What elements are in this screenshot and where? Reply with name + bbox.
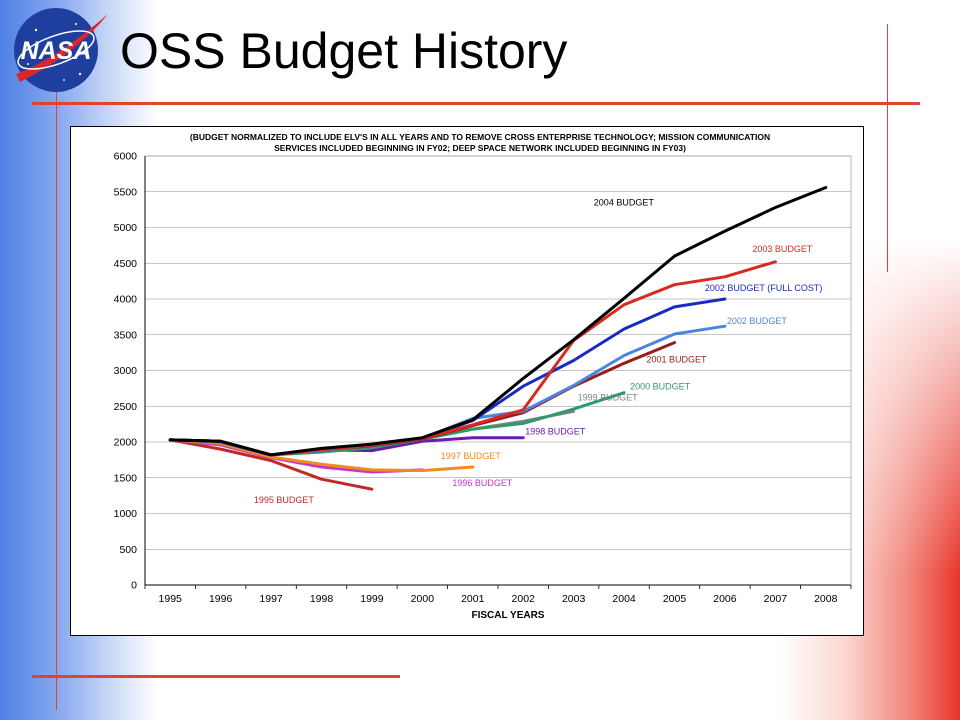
right-vertical-rule xyxy=(887,24,888,272)
nasa-logo: NASA xyxy=(14,8,108,92)
y-tick-label-3000: 3000 xyxy=(114,365,138,377)
x-tick-label-2004: 2004 xyxy=(612,593,636,605)
chart-frame: 0 500 1000 1500 2000 2500 3000 3500 4000 4500 5000… xyxy=(70,126,864,636)
y-tick-label-2000: 2000 xyxy=(114,437,138,449)
x-tick-label-1999: 1999 xyxy=(360,593,384,605)
series-label-2001-budget: 2001 BUDGET xyxy=(647,355,708,365)
y-tick-label-5500: 5500 xyxy=(114,186,138,198)
x-tick-label-1997: 1997 xyxy=(259,593,283,605)
y-tick-label-4000: 4000 xyxy=(114,294,138,306)
y-tick-label-6000: 6000 xyxy=(114,151,138,163)
x-tick-label-1995: 1995 xyxy=(159,593,183,605)
x-axis-label: FISCAL YEARS xyxy=(472,610,545,621)
y-tick-label-2500: 2500 xyxy=(114,401,138,413)
x-tick-label-2008: 2008 xyxy=(814,593,838,605)
series-label-1995-budget: 1995 BUDGET xyxy=(254,495,315,505)
series-label-2000-budget: 2000 BUDGET xyxy=(630,382,691,392)
series-label-1999-budget: 1999 BUDGET xyxy=(578,392,639,402)
y-tick-label-5000: 5000 xyxy=(114,222,138,234)
y-tick-label-1500: 1500 xyxy=(114,472,138,484)
x-tick-label-2005: 2005 xyxy=(663,593,687,605)
series-label-2002-budget: 2002 BUDGET xyxy=(727,316,788,326)
y-tick-label-4500: 4500 xyxy=(114,258,138,270)
series-label-2002-budget-full-cost: 2002 BUDGET (FULL COST) xyxy=(705,283,823,293)
x-tick-label-2003: 2003 xyxy=(562,593,586,605)
y-tick-label-1000: 1000 xyxy=(114,508,138,520)
budget-line-chart: 0 500 1000 1500 2000 2500 3000 3500 4000 4500 5000… xyxy=(114,151,852,621)
bottom-horizontal-rule xyxy=(32,675,400,678)
logo-text: NASA xyxy=(21,37,92,65)
x-tick-label-2002: 2002 xyxy=(512,593,536,605)
chart-note: (BUDGET NORMALIZED TO INCLUDE ELV'S IN A… xyxy=(189,132,771,153)
x-tick-label-1998: 1998 xyxy=(310,593,334,605)
logo-swoosh xyxy=(16,14,108,82)
left-vertical-rule xyxy=(56,20,57,710)
slide-title: OSS Budget History xyxy=(120,23,568,79)
x-tick-label-2000: 2000 xyxy=(411,593,435,605)
x-tick-label-2006: 2006 xyxy=(713,593,737,605)
y-tick-label-0: 0 xyxy=(131,580,137,592)
series-line-2004-budget xyxy=(168,186,828,457)
series-label-2004-budget: 2004 BUDGET xyxy=(594,198,655,208)
x-tick-label-1996: 1996 xyxy=(209,593,233,605)
y-tick-label-3500: 3500 xyxy=(114,329,138,341)
top-horizontal-rule xyxy=(32,102,920,105)
series-label-2003-budget: 2003 BUDGET xyxy=(752,244,813,254)
series-label-1996-budget: 1996 BUDGET xyxy=(452,478,513,488)
series-label-1998-budget: 1998 BUDGET xyxy=(525,427,586,437)
y-tick-label-500: 500 xyxy=(119,544,137,556)
x-tick-label-2007: 2007 xyxy=(764,593,788,605)
x-tick-label-2001: 2001 xyxy=(461,593,485,605)
series-label-1997-budget: 1997 BUDGET xyxy=(441,451,502,461)
series-line-1995-budget xyxy=(168,438,374,491)
